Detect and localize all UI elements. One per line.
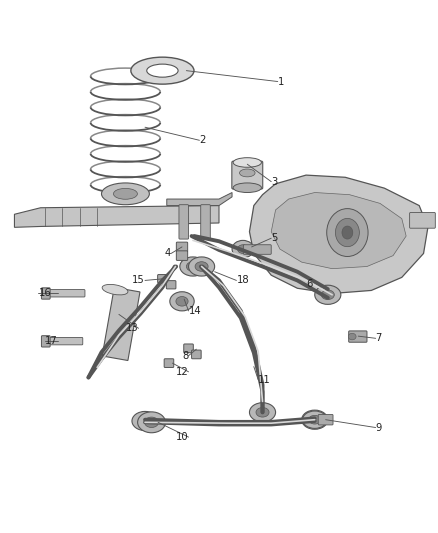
FancyBboxPatch shape (349, 331, 367, 342)
Text: 11: 11 (258, 375, 271, 385)
FancyBboxPatch shape (177, 251, 187, 261)
FancyBboxPatch shape (318, 415, 333, 425)
Polygon shape (271, 192, 406, 269)
Text: 14: 14 (188, 306, 201, 316)
Ellipse shape (240, 169, 255, 177)
Text: 4: 4 (165, 248, 171, 259)
Polygon shape (14, 206, 219, 228)
Ellipse shape (138, 412, 166, 433)
Text: 18: 18 (237, 276, 249, 286)
Text: 1: 1 (278, 77, 284, 86)
FancyBboxPatch shape (244, 245, 271, 254)
Ellipse shape (176, 296, 188, 306)
FancyBboxPatch shape (184, 344, 193, 353)
Ellipse shape (188, 257, 215, 276)
FancyBboxPatch shape (44, 289, 85, 297)
FancyBboxPatch shape (42, 288, 50, 299)
Ellipse shape (308, 415, 321, 424)
Ellipse shape (113, 188, 138, 199)
Text: 13: 13 (126, 324, 138, 333)
Text: 6: 6 (306, 279, 312, 289)
Ellipse shape (315, 285, 341, 304)
Ellipse shape (232, 240, 254, 258)
Ellipse shape (145, 417, 159, 427)
Polygon shape (250, 175, 428, 294)
Text: 12: 12 (176, 367, 188, 377)
Ellipse shape (170, 292, 194, 311)
Ellipse shape (256, 408, 269, 417)
FancyBboxPatch shape (164, 359, 174, 367)
Ellipse shape (131, 57, 194, 84)
Text: 9: 9 (376, 423, 382, 433)
Ellipse shape (327, 208, 368, 256)
Ellipse shape (186, 262, 199, 271)
Ellipse shape (180, 257, 206, 276)
Ellipse shape (233, 183, 261, 192)
Text: 16: 16 (39, 288, 51, 298)
Text: 17: 17 (45, 336, 58, 346)
FancyBboxPatch shape (158, 274, 167, 283)
Ellipse shape (336, 219, 359, 247)
Text: 3: 3 (271, 176, 278, 187)
Ellipse shape (309, 415, 321, 424)
Ellipse shape (237, 245, 248, 254)
Text: 10: 10 (176, 432, 188, 442)
Polygon shape (102, 287, 140, 360)
Ellipse shape (102, 285, 128, 295)
FancyBboxPatch shape (179, 205, 188, 239)
Polygon shape (167, 192, 232, 206)
Text: 5: 5 (271, 233, 278, 243)
Ellipse shape (302, 410, 328, 429)
FancyBboxPatch shape (42, 336, 50, 347)
Ellipse shape (102, 183, 149, 205)
Ellipse shape (303, 411, 327, 429)
Ellipse shape (195, 262, 208, 271)
Text: 7: 7 (376, 333, 382, 343)
Ellipse shape (348, 333, 356, 340)
Ellipse shape (233, 158, 261, 167)
Text: 8: 8 (182, 351, 188, 361)
FancyBboxPatch shape (177, 242, 187, 252)
Ellipse shape (138, 416, 152, 426)
Text: 15: 15 (132, 276, 145, 286)
FancyBboxPatch shape (201, 205, 210, 239)
FancyBboxPatch shape (166, 281, 176, 289)
Text: 2: 2 (199, 135, 206, 146)
Ellipse shape (250, 403, 276, 422)
Ellipse shape (342, 226, 353, 239)
FancyBboxPatch shape (191, 350, 201, 359)
Ellipse shape (147, 64, 178, 77)
Ellipse shape (321, 290, 334, 300)
FancyBboxPatch shape (232, 161, 263, 189)
Ellipse shape (132, 411, 158, 431)
FancyBboxPatch shape (410, 213, 435, 228)
FancyBboxPatch shape (44, 337, 83, 345)
